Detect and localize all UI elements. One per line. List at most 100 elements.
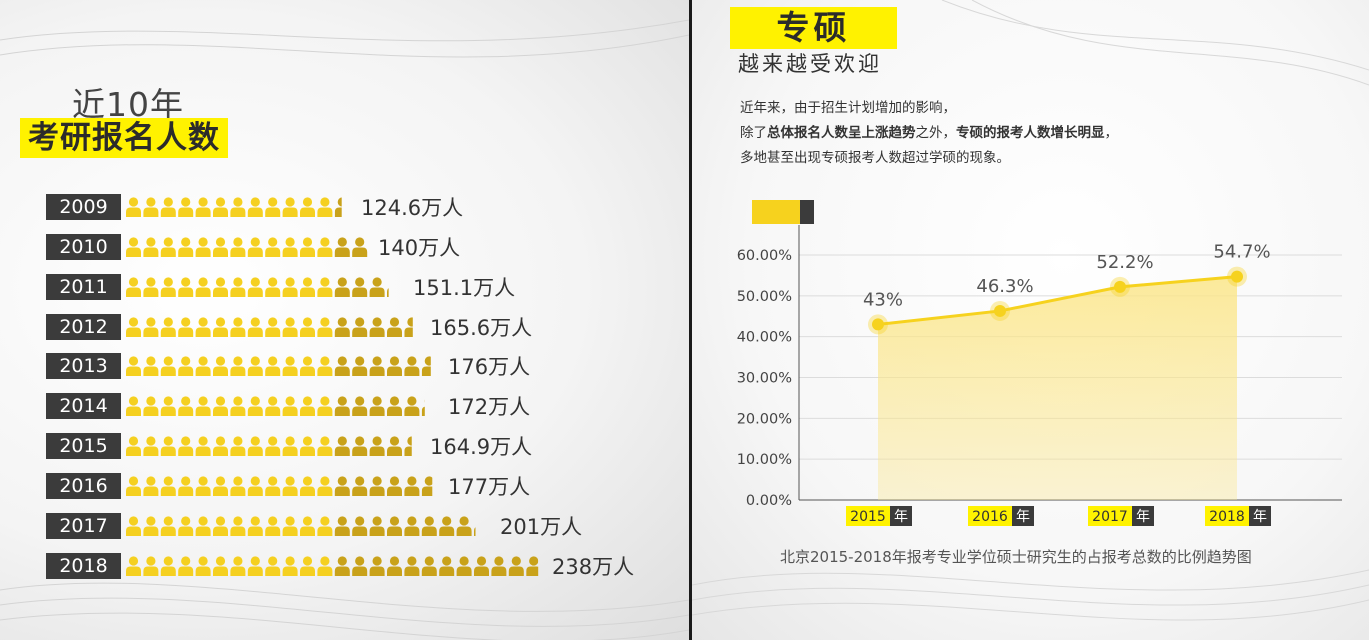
person-icon xyxy=(387,556,402,576)
year-badge: 2009 xyxy=(46,194,121,220)
person-icon xyxy=(334,436,350,456)
people-pictograph xyxy=(126,396,442,416)
person-icon xyxy=(317,516,333,536)
person-icon xyxy=(178,516,194,536)
person-icon xyxy=(317,237,333,257)
left-title-main: 考研报名人数 xyxy=(20,118,228,158)
person-icon xyxy=(126,356,141,376)
row-value-label: 140万人 xyxy=(378,236,461,260)
person-icon xyxy=(195,516,211,536)
person-icon xyxy=(387,476,402,496)
year-badge: 2011 xyxy=(46,274,121,300)
person-icon xyxy=(265,476,281,496)
person-icon xyxy=(474,556,489,576)
person-icon xyxy=(369,476,385,496)
person-icon xyxy=(334,197,342,217)
year-badge: 2012 xyxy=(46,314,121,340)
data-point xyxy=(872,318,884,331)
year-badge: 2015 xyxy=(46,433,121,459)
person-icon xyxy=(300,556,315,576)
row-value-label: 165.6万人 xyxy=(430,316,533,340)
row-value-label: 177万人 xyxy=(448,475,531,499)
person-icon xyxy=(247,396,263,416)
y-tick-label: 20.00% xyxy=(737,411,792,427)
person-icon xyxy=(352,356,368,376)
person-icon xyxy=(230,277,246,297)
person-icon xyxy=(404,317,413,337)
person-icon xyxy=(282,516,298,536)
person-icon xyxy=(282,396,298,416)
y-tick-label: 40.00% xyxy=(737,330,792,346)
data-label: 43% xyxy=(863,289,903,310)
x-tick-suffix: 年 xyxy=(894,509,908,525)
person-icon xyxy=(195,436,211,456)
person-icon xyxy=(178,356,194,376)
person-icon xyxy=(178,317,194,337)
person-icon xyxy=(143,317,159,337)
person-icon xyxy=(230,356,246,376)
person-icon xyxy=(317,317,333,337)
person-icon xyxy=(160,317,176,337)
person-icon xyxy=(282,556,298,576)
person-icon xyxy=(474,527,476,536)
person-icon xyxy=(317,436,333,456)
person-icon xyxy=(300,436,315,456)
person-icon xyxy=(213,396,228,416)
person-icon xyxy=(334,356,350,376)
area-chart: 0.00% 10.00% 20.00% 30.00% 40.00% 50.00% 60.00… xyxy=(737,200,1342,526)
person-icon xyxy=(421,556,437,576)
person-icon xyxy=(126,476,141,496)
person-icon xyxy=(317,476,333,496)
data-point xyxy=(1114,280,1126,293)
person-icon xyxy=(352,317,368,337)
person-icon xyxy=(334,396,350,416)
person-icon xyxy=(230,317,246,337)
person-icon xyxy=(282,436,298,456)
data-label: 46.3% xyxy=(976,276,1033,297)
person-icon xyxy=(247,516,263,536)
data-label: 54.7% xyxy=(1213,242,1270,263)
person-icon xyxy=(352,237,368,257)
person-icon xyxy=(352,396,368,416)
person-icon xyxy=(369,317,385,337)
person-icon xyxy=(230,436,246,456)
description-line-2: 除了总体报名人数呈上涨趋势之外，专硕的报考人数增长明显， xyxy=(740,121,1118,141)
desc-text: 除了 xyxy=(740,125,767,141)
row-value-label: 176万人 xyxy=(448,355,531,379)
person-icon xyxy=(143,436,159,456)
person-icon xyxy=(421,400,425,416)
person-icon xyxy=(213,556,228,576)
person-icon xyxy=(126,237,141,257)
person-icon xyxy=(369,396,385,416)
person-icon xyxy=(300,237,315,257)
person-icon xyxy=(282,197,298,217)
right-panel: 专硕 越来越受欢迎 近年来，由于招生计划增加的影响， 除了总体报名人数呈上涨趋势… xyxy=(692,0,1369,640)
person-icon xyxy=(143,396,159,416)
row-value-label: 124.6万人 xyxy=(361,196,464,220)
person-icon xyxy=(126,317,141,337)
person-icon xyxy=(160,277,176,297)
person-icon xyxy=(178,476,194,496)
person-icon xyxy=(352,436,368,456)
person-icon xyxy=(300,516,315,536)
person-icon xyxy=(421,476,433,496)
person-icon xyxy=(317,396,333,416)
person-icon xyxy=(247,237,263,257)
person-icon xyxy=(387,396,402,416)
desc-text: ， xyxy=(1104,125,1119,141)
person-icon xyxy=(160,556,176,576)
person-icon xyxy=(160,436,176,456)
year-badge: 2010 xyxy=(46,234,121,260)
y-tick-label: 30.00% xyxy=(737,371,792,387)
people-pictograph xyxy=(126,237,372,257)
person-icon xyxy=(195,396,211,416)
person-icon xyxy=(143,356,159,376)
person-icon xyxy=(300,317,315,337)
person-icon xyxy=(178,277,194,297)
series-line xyxy=(877,275,1238,326)
y-tick-label: 50.00% xyxy=(737,289,792,305)
person-icon xyxy=(265,436,281,456)
person-icon xyxy=(526,556,539,576)
people-pictograph xyxy=(126,356,442,376)
person-icon xyxy=(160,356,176,376)
